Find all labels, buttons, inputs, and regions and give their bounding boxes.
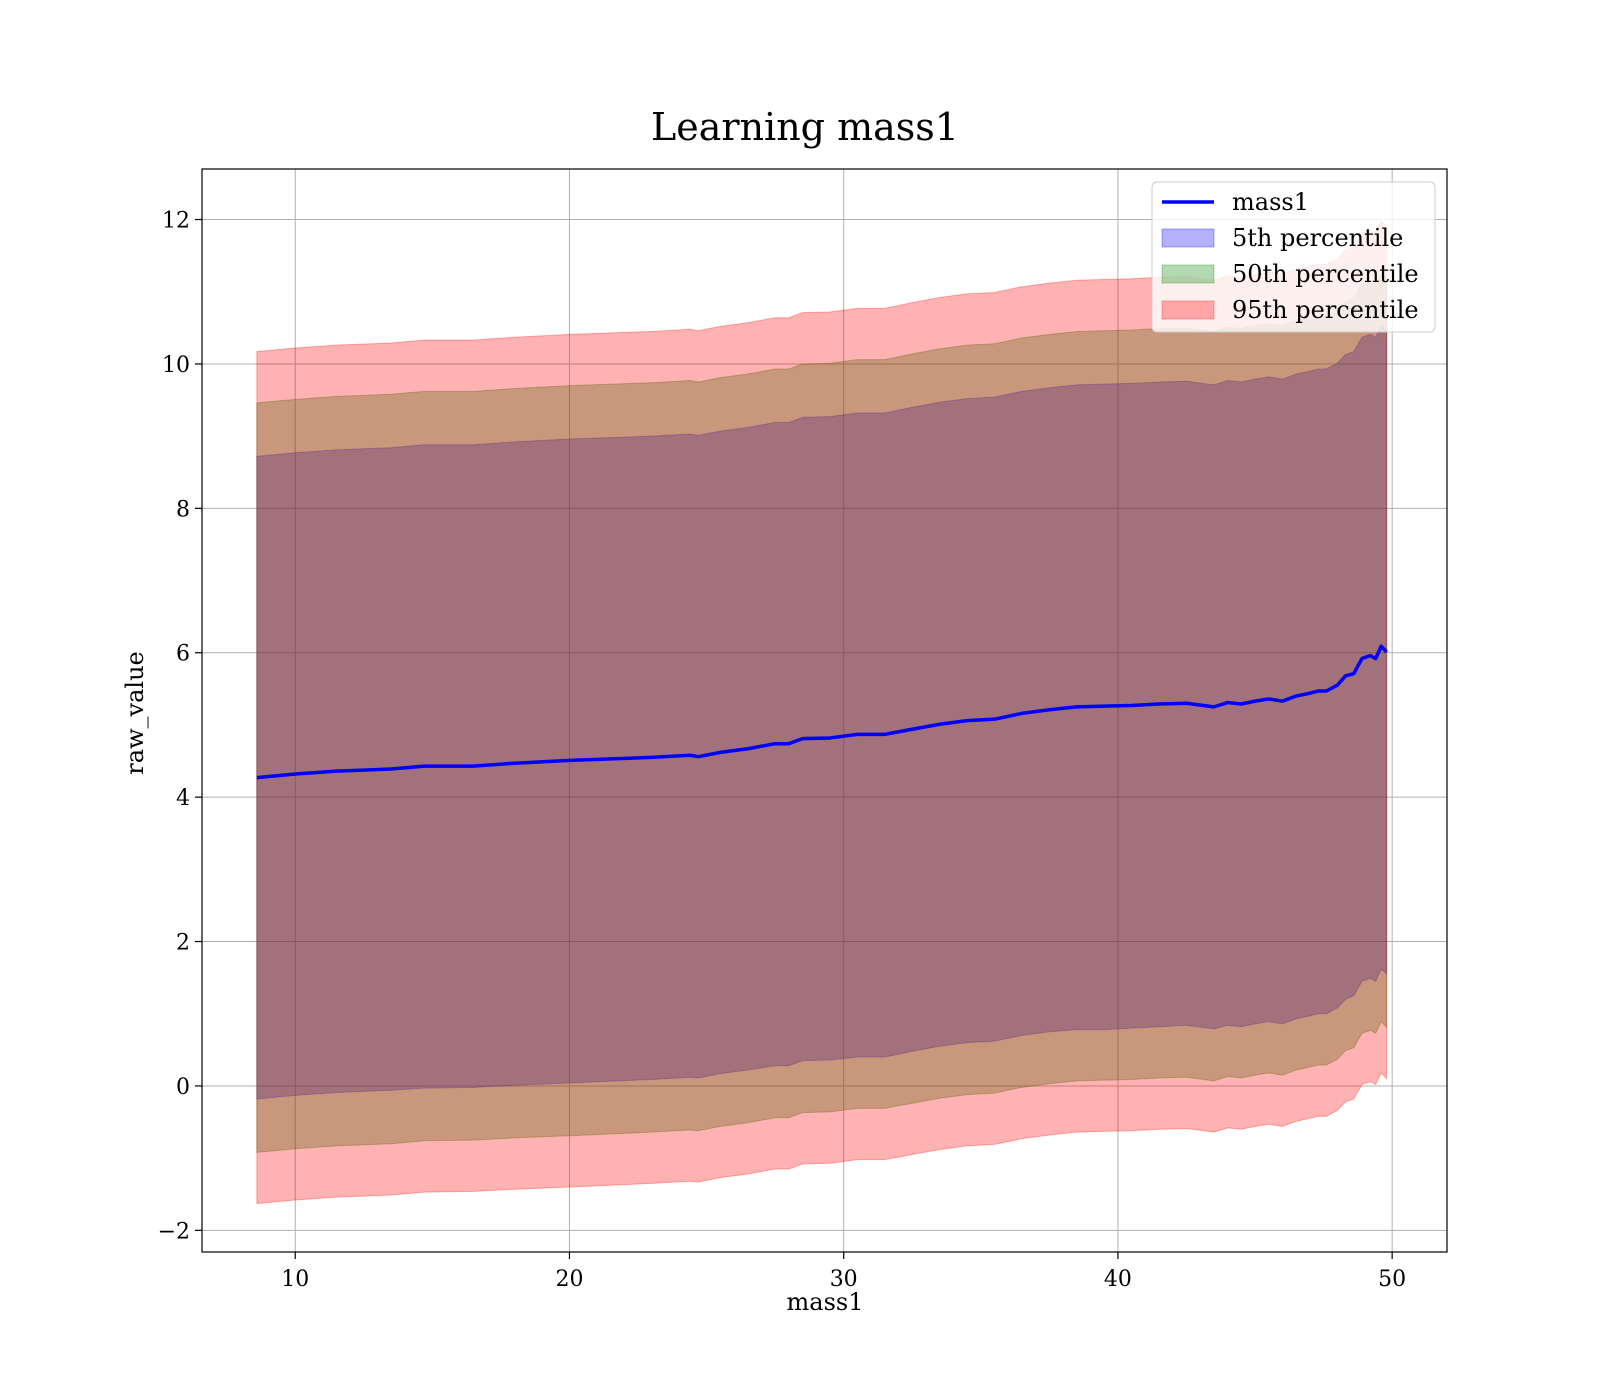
- x-tick-label: 10: [281, 1267, 309, 1292]
- legend-swatch-band: [1161, 228, 1215, 248]
- legend-label: 50th percentile: [1232, 260, 1419, 288]
- grid: [202, 169, 1447, 1252]
- percentile-bands: [256, 220, 1388, 1205]
- x-axis-ticks: 10 20 30 40 50: [281, 1252, 1406, 1292]
- y-tick-label: 8: [176, 497, 190, 522]
- y-axis-label: raw_value: [121, 651, 149, 775]
- legend-label: 5th percentile: [1232, 224, 1403, 252]
- band-95th-percentile: [256, 220, 1388, 1205]
- y-tick-label: 6: [176, 642, 190, 667]
- legend-label: mass1: [1232, 188, 1309, 216]
- plot-frame: [201, 168, 1448, 1253]
- legend-swatch-band: [1161, 300, 1215, 320]
- x-tick-label: 50: [1378, 1267, 1406, 1292]
- y-tick-label: 12: [162, 209, 190, 234]
- band-5th-percentile: [256, 324, 1388, 1100]
- y-tick-label: −2: [158, 1219, 190, 1244]
- y-tick-label: 4: [176, 786, 190, 811]
- x-axis-label: mass1: [787, 1288, 864, 1316]
- mass1-line-layer: [256, 644, 1388, 780]
- legend-label: 95th percentile: [1232, 296, 1419, 324]
- y-tick-label: 0: [176, 1075, 190, 1100]
- series-line-mass1: [256, 644, 1388, 780]
- x-tick-label: 30: [830, 1267, 858, 1292]
- chart-title: Learning mass1: [651, 105, 959, 149]
- y-tick-label: 2: [176, 931, 190, 956]
- y-axis-ticks: −2 0 2 4 6 8 10 12: [158, 209, 202, 1244]
- y-tick-label: 10: [162, 353, 190, 378]
- band-50th-percentile: [256, 271, 1388, 1153]
- legend-swatch-band: [1161, 264, 1215, 284]
- legend-box: [1151, 181, 1436, 333]
- legend: mass1 5th percentile 50th percentile 95th p…: [1151, 181, 1436, 333]
- x-tick-label: 20: [555, 1267, 583, 1292]
- x-tick-label: 40: [1104, 1267, 1132, 1292]
